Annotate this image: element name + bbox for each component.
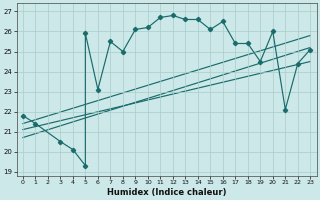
X-axis label: Humidex (Indice chaleur): Humidex (Indice chaleur): [107, 188, 226, 197]
